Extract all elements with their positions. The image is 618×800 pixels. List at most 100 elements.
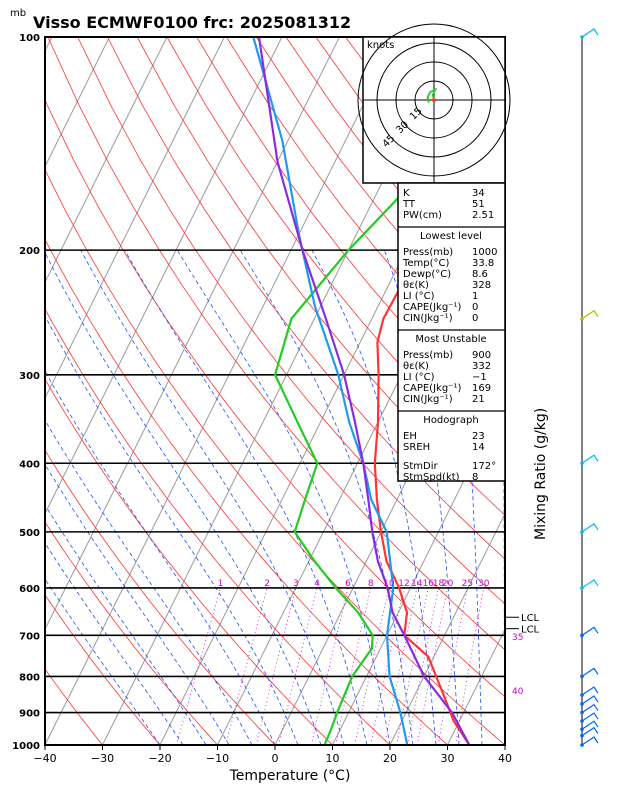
lcl-label: LCL: [521, 625, 540, 636]
table-value: 14: [472, 442, 485, 453]
mixing-ratio-line: [225, 587, 268, 745]
table-header: Hodograph: [423, 415, 478, 426]
moist-adiabat: [45, 419, 253, 745]
lcl-label: LCL: [521, 613, 540, 624]
wind-barb: [581, 712, 599, 722]
dry-adiabat: [45, 449, 276, 745]
table-value: 172°: [472, 461, 496, 472]
hodograph-ring: [357, 23, 511, 177]
dry-adiabat: [166, 37, 505, 473]
table-value: 0: [472, 313, 478, 324]
hodograph-ring: [395, 61, 473, 139]
table-value: 169: [472, 383, 491, 394]
table-value: 900: [472, 350, 491, 361]
dry-adiabat: [107, 37, 505, 560]
isotherm: [45, 37, 168, 284]
isotherm: [45, 37, 283, 515]
right-axis-label: Mixing Ratio (g/kg): [533, 408, 549, 540]
dry-adiabat: [45, 668, 104, 745]
table-key: EH: [403, 431, 417, 442]
table-frame: [397, 182, 506, 482]
moist-adiabat: [239, 249, 414, 745]
hodograph-trace: [426, 87, 438, 103]
isotherm: [45, 37, 341, 631]
pressure-tick-label: 1000: [12, 741, 40, 752]
wind-barb: [581, 686, 599, 696]
moist-adiabat: [45, 251, 322, 745]
pressure-tick-label: 300: [19, 371, 40, 382]
wind-barb: [581, 667, 599, 677]
dry-adiabat: [45, 238, 449, 745]
isotherm: [555, 21, 618, 760]
mixing-ratio-label: 10: [383, 579, 395, 589]
isotherm: [216, 165, 505, 745]
table-key: TT: [402, 199, 416, 210]
x-tick-label: 20: [383, 752, 397, 765]
storm-motion-dot: [432, 98, 436, 102]
mixing-ratio-label: 16: [423, 579, 435, 589]
table-key: CIN(Jkg⁻¹): [403, 313, 453, 324]
mixing-ratio-line: [370, 587, 405, 745]
table-key: CIN(Jkg⁻¹): [403, 394, 453, 405]
table-value: 332: [472, 361, 491, 372]
pressure-tick-label: 900: [19, 709, 40, 720]
x-tick-label: 40: [498, 752, 512, 765]
mixing-ratio-label: 2: [264, 579, 270, 589]
x-tick-label: 0: [272, 752, 279, 765]
table-key: Temp(°C): [402, 258, 450, 269]
table-key: θε(K): [403, 280, 429, 291]
moist-adiabat: [311, 249, 437, 745]
table-key: θε(K): [403, 361, 429, 372]
parcel-line: [257, 37, 471, 745]
table-key: Press(mb): [403, 247, 453, 258]
dewpoint-line: [273, 84, 505, 745]
table-key: StmSpd(kt): [403, 472, 460, 483]
dry-adiabat: [45, 378, 334, 745]
isotherm: [446, 628, 505, 745]
isotherm: [45, 37, 53, 53]
mixing-ratio-label: 3: [293, 579, 299, 589]
isotherm: [389, 512, 505, 745]
pressure-unit: mb: [10, 8, 26, 19]
hodograph-ring: [414, 80, 454, 120]
mixing-ratio-label: 14: [411, 579, 423, 589]
pressure-tick-label: 600: [19, 584, 40, 595]
wind-barb: [581, 309, 599, 320]
x-tick-label: −40: [33, 752, 56, 765]
pressure-tick-label: 700: [19, 631, 40, 642]
table-value: 21: [472, 394, 485, 405]
dry-adiabat: [45, 98, 505, 698]
table-key: StmDir: [403, 461, 438, 472]
table-value: 23: [472, 431, 485, 442]
mixing-ratio-label: 6: [345, 579, 351, 589]
mixing-ratio-label: 4: [314, 579, 320, 589]
wind-barb: [581, 736, 599, 746]
theta-e-label: 40: [512, 687, 524, 697]
table-header: Lowest level: [420, 231, 482, 242]
mixing-ratio-line: [255, 587, 297, 745]
mixing-ratio-label: 18: [433, 579, 445, 589]
pressure-tick-label: 200: [19, 246, 40, 257]
wind-barb: [581, 28, 599, 38]
mixing-ratio-label: 30: [478, 579, 490, 589]
hodograph-ring: [376, 42, 492, 158]
dry-adiabat: [77, 37, 505, 605]
mixing-ratio-line: [278, 587, 318, 745]
wind-barb: [581, 720, 599, 730]
dry-adiabat: [45, 594, 161, 745]
moist-adiabat: [45, 370, 276, 745]
x-axis-label: Temperature (°C): [229, 768, 351, 784]
wind-barb: [581, 454, 599, 464]
table-value: 0: [472, 302, 478, 313]
moist-adiabat: [124, 249, 368, 745]
table-key: PW(cm): [403, 210, 442, 221]
moist-adiabat: [45, 315, 299, 745]
table-value: 34: [472, 188, 485, 199]
isotherm: [45, 37, 111, 168]
table-value: 1000: [472, 247, 497, 258]
table-value: 8.6: [472, 269, 488, 280]
moist-adiabat: [45, 578, 161, 745]
